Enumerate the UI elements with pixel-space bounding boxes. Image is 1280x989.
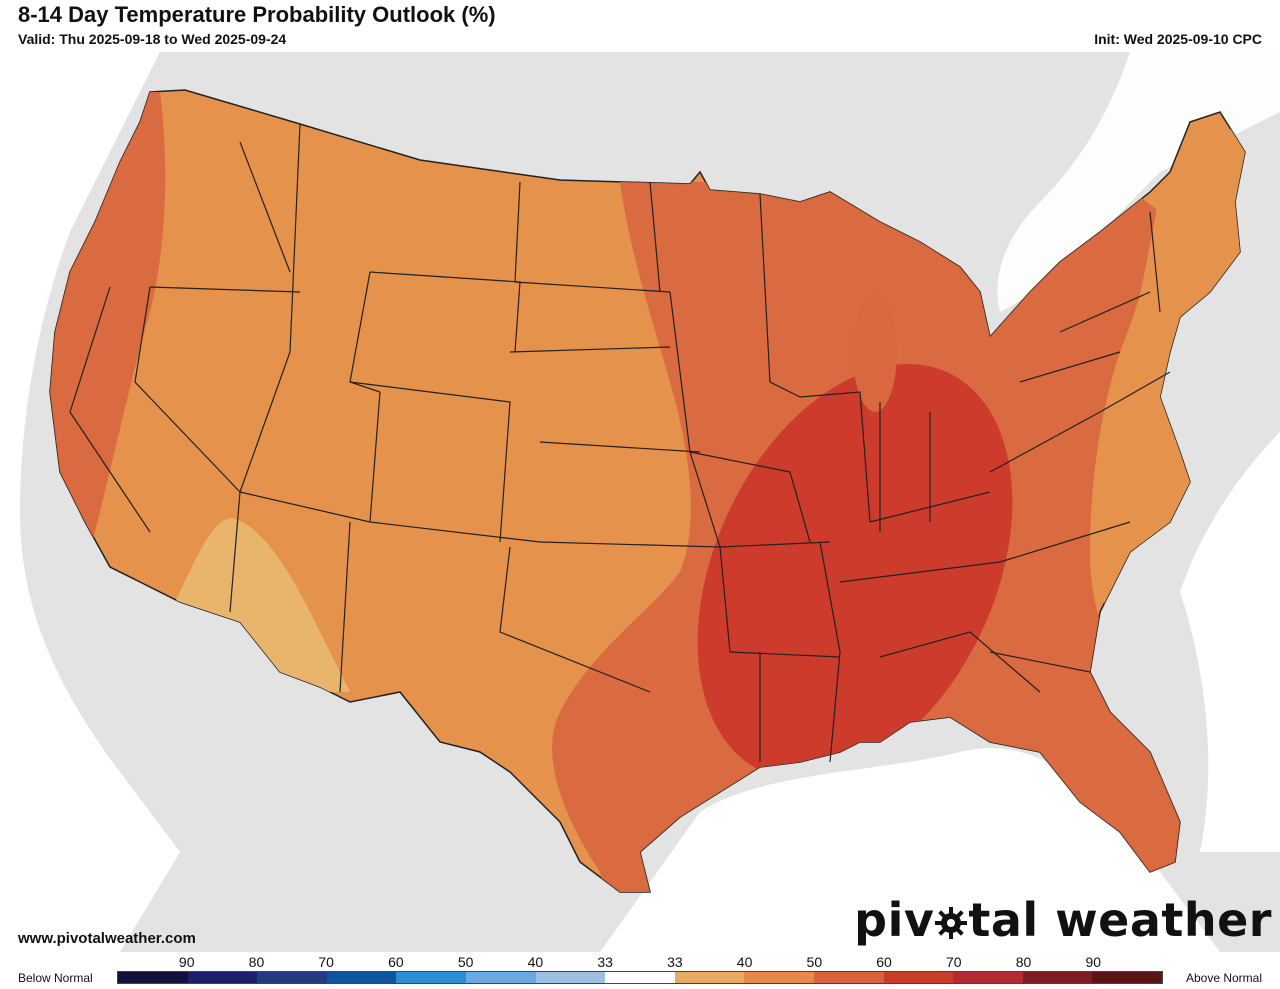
legend-number: 60: [876, 954, 892, 970]
legend-number: 60: [388, 954, 404, 970]
legend-number: 90: [1085, 954, 1102, 970]
legend-number: 50: [806, 954, 823, 970]
legend-numbers: 90 80 70 60 50 40 33 33 40 50 60 70 80 90: [0, 954, 1280, 970]
map-svg: [0, 52, 1280, 952]
brand-text-right: tal weather: [968, 893, 1272, 947]
legend-number: 33: [597, 954, 613, 970]
contour-60-core: [697, 364, 1013, 780]
valid-range: Valid: Thu 2025-09-18 to Wed 2025-09-24: [18, 31, 287, 47]
legend-swatch: [674, 972, 745, 983]
state-borders: [69, 123, 1171, 763]
legend-colorbar: [117, 971, 1163, 984]
page-title: 8-14 Day Temperature Probability Outlook…: [18, 2, 496, 27]
legend-number: 50: [457, 954, 474, 970]
legend-number: 40: [736, 954, 753, 970]
legend-number: 80: [1015, 954, 1032, 970]
legend-swatch: [396, 972, 466, 983]
legend-swatch: [744, 972, 814, 983]
legend: 90 80 70 60 50 40 33 33 40 50 60 70 80 90 Below Norma…: [0, 952, 1280, 989]
gear-icon: [935, 907, 968, 939]
legend-number: 90: [178, 954, 195, 970]
contour-60-michigan: [853, 292, 897, 412]
map[interactable]: [0, 52, 1280, 952]
legend-swatch: [1092, 972, 1162, 983]
legend-swatch: [118, 972, 188, 983]
legend-swatch: [1022, 972, 1093, 983]
legend-swatch: [953, 972, 1023, 983]
legend-number: 40: [527, 954, 544, 970]
legend-number: 33: [667, 954, 683, 970]
header: 8-14 Day Temperature Probability Outlook…: [0, 0, 1280, 52]
brand-text-left: piv: [854, 893, 935, 947]
legend-swatch: [813, 972, 884, 983]
site-url: www.pivotalweather.com: [18, 930, 196, 947]
legend-swatch: [326, 972, 397, 983]
brand-logo: piv tal weather: [854, 893, 1272, 947]
legend-below-label: Below Normal: [18, 971, 93, 985]
init-time: Init: Wed 2025-09-10 CPC: [1094, 31, 1262, 47]
legend-swatch: [257, 972, 327, 983]
legend-number: 70: [946, 954, 962, 970]
legend-swatch: [605, 972, 675, 983]
gulf-of-mexico: [600, 748, 1220, 952]
legend-number: 70: [318, 954, 334, 970]
legend-swatch: [883, 972, 954, 983]
atlantic-south: [1180, 432, 1280, 852]
legend-swatch: [187, 972, 258, 983]
legend-number: 80: [248, 954, 265, 970]
legend-swatch: [535, 972, 606, 983]
legend-swatch: [465, 972, 536, 983]
legend-above-label: Above Normal: [1185, 971, 1262, 985]
pacific-ocean: [0, 52, 180, 952]
